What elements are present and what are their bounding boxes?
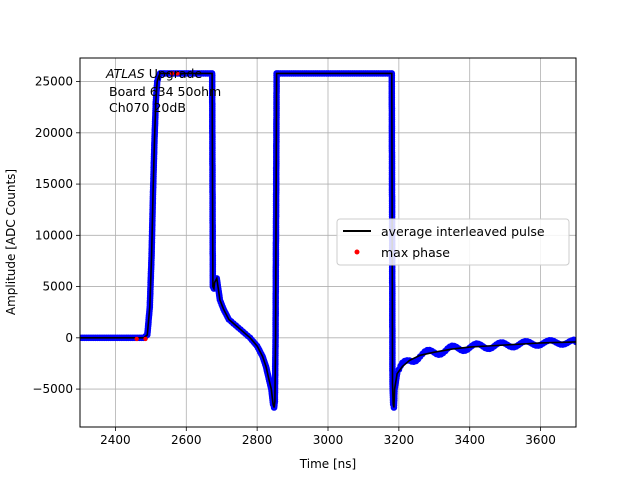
x-tick-label: 3600: [525, 433, 556, 447]
max-phase-point: [175, 71, 180, 76]
data-layer: [80, 70, 576, 411]
x-tick-label: 3400: [454, 433, 485, 447]
plot-area: 2400 2600 2800 3000 3200 3400 3600 −5000 0 5000 10…: [32, 57, 577, 447]
y-tick-label: −5000: [32, 382, 73, 396]
y-tick-label: 10000: [35, 228, 73, 242]
x-tick-label: 3200: [384, 433, 415, 447]
y-axis-label: Amplitude [ADC Counts]: [4, 169, 18, 315]
annotation-line-2: Board 634 50ohm: [109, 84, 221, 99]
legend: average interleaved pulse max phase: [336, 218, 570, 266]
max-phase-point: [134, 336, 139, 342]
y-tick-label: 25000: [35, 75, 73, 89]
y-tick-label: 20000: [35, 126, 73, 140]
annotation-line-1: ATLAS Upgrade: [105, 66, 202, 81]
annotation-block: ATLAS Upgrade Board 634 50ohm Ch070 20dB: [105, 66, 221, 115]
y-tick-label: 0: [65, 331, 73, 345]
legend-label-average-pulse: average interleaved pulse: [381, 224, 545, 239]
x-tick-label: 3000: [313, 433, 344, 447]
max-phase-point: [143, 336, 148, 342]
x-axis-label: Time [ns]: [299, 457, 356, 471]
tick-layer: 2400 2600 2800 3000 3200 3400 3600 −5000 0 5000 10…: [32, 75, 555, 447]
legend-label-max-phase: max phase: [381, 245, 450, 260]
max-phase-point: [169, 71, 175, 76]
y-tick-label: 15000: [35, 177, 73, 191]
data-series-group: [80, 70, 576, 411]
x-tick-label: 2400: [100, 433, 131, 447]
legend-box: [336, 218, 570, 266]
annotation-atlas: ATLAS: [105, 66, 145, 81]
x-tick-label: 2600: [171, 433, 202, 447]
annotation-upgrade: Upgrade: [145, 66, 203, 81]
legend-dot-swatch: [354, 249, 360, 255]
average-pulse-line: [80, 72, 576, 408]
x-tick-label: 2800: [242, 433, 273, 447]
y-tick-label: 5000: [42, 280, 73, 294]
annotation-line-3: Ch070 20dB: [109, 100, 186, 115]
